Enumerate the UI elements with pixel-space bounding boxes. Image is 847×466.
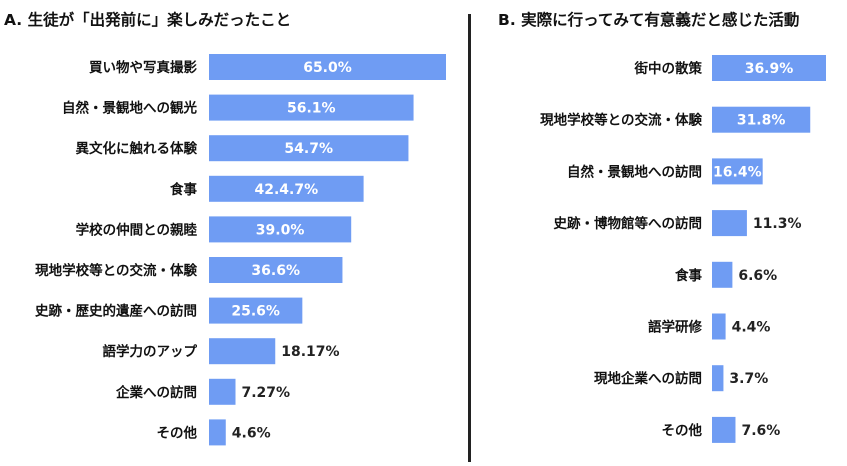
chart-a: A. 生徒が「出発前に」楽しみだったこと 買い物や写真撮影 65.0% 自然・景観地… [4,11,446,446]
category-label: 異文化に触れる体験 [76,140,198,157]
bar [209,216,352,243]
value-label: 4.4% [732,320,771,336]
category-label: 街中の散策 [634,60,703,77]
chart-b: B. 実際に行ってみて有意義だと感じた活動 街中の散策 36.9% 現地学校等との交… [478,0,847,466]
category-label: 買い物や写真撮影 [89,59,197,76]
category-label: 現地企業への訪問 [594,370,702,387]
category-label: 食事 [170,181,197,198]
panel-divider [468,14,471,462]
bar [209,378,236,405]
value-label: 4.6% [232,425,271,441]
category-label: 語学研修 [648,319,702,336]
value-label: 18.17% [281,344,339,360]
value-label: 25.6% [231,304,280,320]
chart-a-plot: 買い物や写真撮影 65.0% 自然・景観地への観光 56.1% 異文化に触れる体験 54.… [35,54,446,446]
bar [209,94,414,121]
value-label: 65.0% [303,60,352,76]
bar [712,365,724,392]
category-label: 企業への訪問 [115,384,197,401]
value-label: 36.9% [745,61,794,77]
category-label: 自然・景観地への訪問 [567,163,702,180]
category-label: 現地学校等との交流・体験 [35,262,197,279]
bar [209,135,409,162]
value-label: 7.27% [242,385,291,401]
category-label: 語学力のアップ [103,343,198,360]
category-label: 現地学校等との交流・体験 [540,112,702,129]
bar [712,313,726,340]
bar [209,419,226,446]
bar [712,261,733,288]
value-label: 31.8% [737,113,786,129]
value-label: 39.0% [256,222,305,238]
bar [712,210,747,237]
category-label: 史跡・歴史的遺産への訪問 [35,303,197,320]
value-label: 6.6% [738,268,777,284]
category-label: その他 [662,422,703,439]
category-label: 自然・景観地への観光 [62,100,197,117]
value-label: 7.6% [741,423,780,439]
category-label: 史跡・博物館等への訪問 [554,215,703,232]
category-label: その他 [157,424,198,441]
bar [209,54,446,80]
bar [712,416,736,443]
value-label: 3.7% [729,371,768,387]
bar [209,338,276,365]
value-label: 36.6% [251,263,300,279]
bar [209,257,343,283]
chart-a-title: A. 生徒が「出発前に」楽しみだったこと [4,11,292,29]
bar [712,106,811,133]
chart-b-title: B. 実際に行ってみて有意義だと感じた活動 [498,11,800,29]
chart-b-plot: 街中の散策 36.9% 現地学校等との交流・体験 31.8% 自然・景観地への訪問 16.… [540,55,826,443]
category-label: 食事 [675,267,703,284]
bar [712,158,763,185]
bar [209,175,364,202]
bar [209,297,303,324]
bar [712,55,826,81]
value-label: 16.4% [713,164,762,180]
value-label: 54.7% [284,141,333,157]
category-label: 学校の仲間との親睦 [76,221,198,238]
value-label: 42.4.7% [254,182,318,198]
value-label: 56.1% [287,101,336,117]
value-label: 11.3% [753,216,802,232]
